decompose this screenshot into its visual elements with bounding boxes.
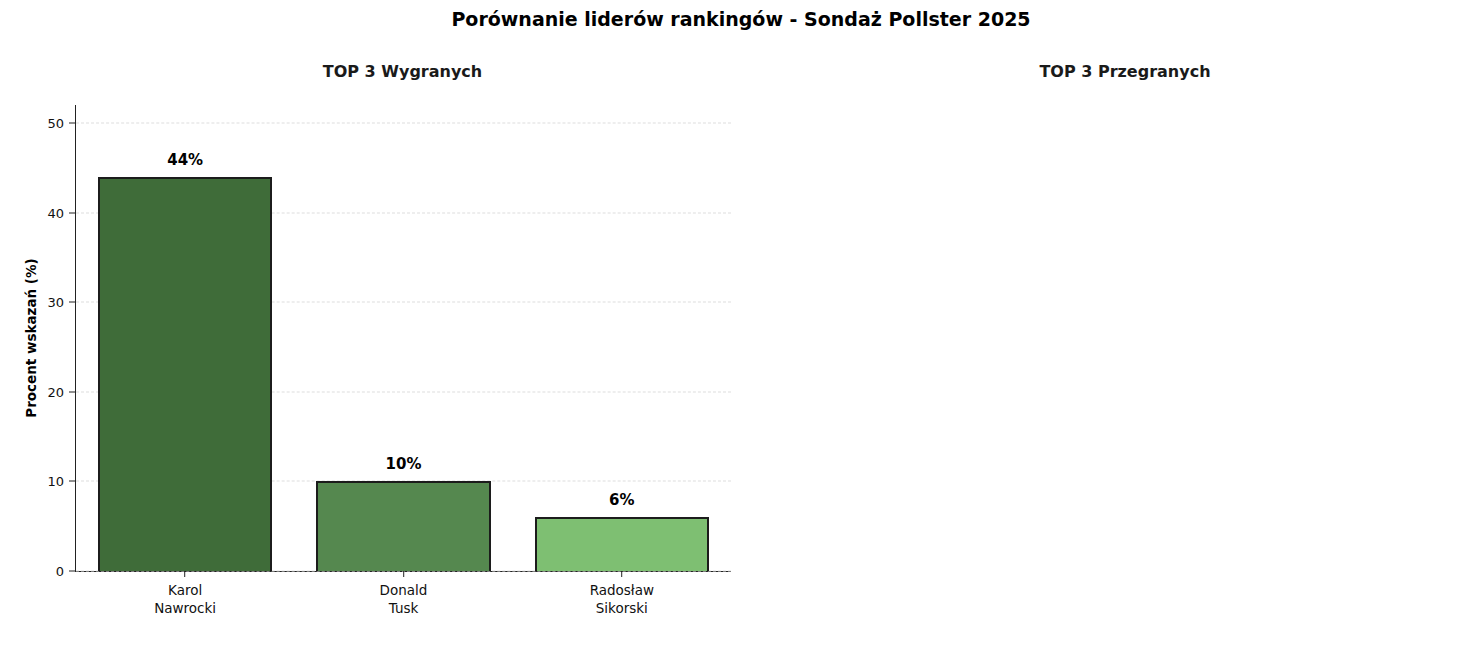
bar-value-label: 10% bbox=[386, 457, 422, 472]
x-category-label: Karol Nawrocki bbox=[154, 581, 216, 617]
bar-value-label: 44% bbox=[167, 153, 203, 168]
x-tick-mark bbox=[184, 571, 185, 577]
plot-area-wygranych: 0102030405044%Karol Nawrocki10%Donald Tu… bbox=[75, 105, 731, 572]
chart-top3-przegranych: TOP 3 Przegranych Procent wskazań (%) 05… bbox=[741, 0, 1482, 651]
y-tick-label: 30 bbox=[47, 296, 64, 309]
y-tick-mark bbox=[69, 302, 76, 303]
y-tick-label: 50 bbox=[47, 116, 64, 129]
subplot-title-przegranych: TOP 3 Przegranych bbox=[795, 62, 1455, 81]
y-tick-mark bbox=[69, 391, 76, 392]
chart-top3-wygranych: TOP 3 Wygranych Procent wskazań (%) 0102… bbox=[0, 0, 741, 651]
y-tick-label: 40 bbox=[47, 206, 64, 219]
y-tick-label: 20 bbox=[47, 385, 64, 398]
subplot-title-wygranych: TOP 3 Wygranych bbox=[75, 62, 730, 81]
y-tick-mark bbox=[69, 122, 76, 123]
bar bbox=[535, 517, 710, 571]
gridline bbox=[76, 122, 731, 123]
x-tick-mark bbox=[621, 571, 622, 577]
bar-value-label: 6% bbox=[609, 493, 634, 508]
x-category-label: Donald Tusk bbox=[380, 581, 428, 617]
y-tick-label: 0 bbox=[56, 565, 64, 578]
x-tick-mark bbox=[403, 571, 404, 577]
bar bbox=[98, 177, 273, 571]
y-tick-mark bbox=[69, 481, 76, 482]
y-tick-mark bbox=[69, 571, 76, 572]
y-axis-label-wygranych: Procent wskazań (%) bbox=[23, 105, 43, 571]
y-tick-mark bbox=[69, 212, 76, 213]
bar bbox=[316, 481, 491, 571]
x-category-label: Radosław Sikorski bbox=[590, 581, 654, 617]
y-tick-label: 10 bbox=[47, 475, 64, 488]
